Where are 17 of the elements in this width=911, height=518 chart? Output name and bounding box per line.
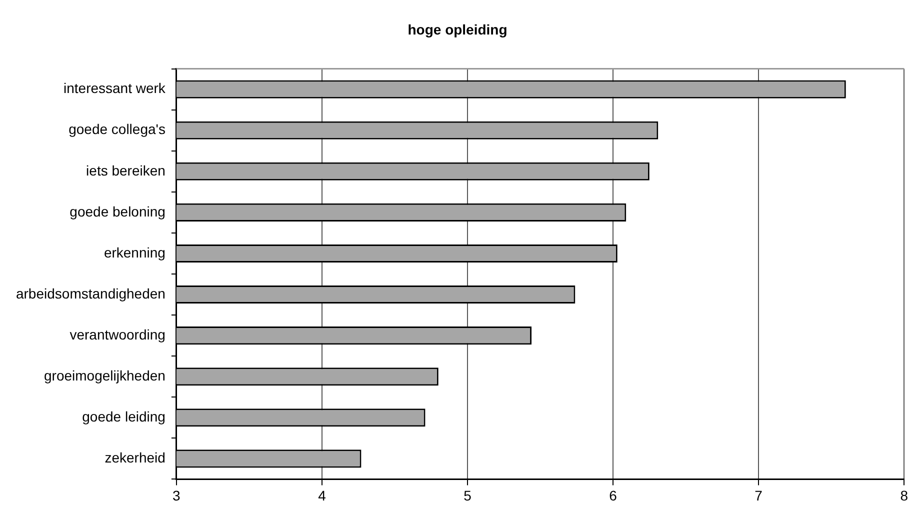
y-tick-label: arbeidsomstandigheden bbox=[16, 285, 166, 302]
x-tick-label: 3 bbox=[172, 487, 181, 504]
y-tick-label: iets bereiken bbox=[86, 162, 166, 178]
x-tick-label: 7 bbox=[754, 487, 763, 504]
y-tick-label: verantwoording bbox=[70, 326, 166, 342]
y-tick-label: erkenning bbox=[104, 244, 166, 260]
y-tick-label: groeimogelijkheden bbox=[44, 367, 166, 384]
y-tick-label: goede beloning bbox=[70, 203, 166, 220]
y-tick-label: goede leiding bbox=[82, 408, 166, 424]
chart-title: hoge opleiding bbox=[408, 21, 508, 38]
y-tick-label: interessant werk bbox=[64, 80, 166, 96]
y-tick-label: zekerheid bbox=[104, 450, 166, 466]
x-tick-label: 8 bbox=[900, 487, 908, 504]
x-tick-label: 4 bbox=[318, 487, 326, 504]
y-tick-label: goede collega's bbox=[68, 121, 166, 138]
x-tick-label: 5 bbox=[464, 487, 472, 504]
x-tick-label: 6 bbox=[609, 487, 618, 504]
